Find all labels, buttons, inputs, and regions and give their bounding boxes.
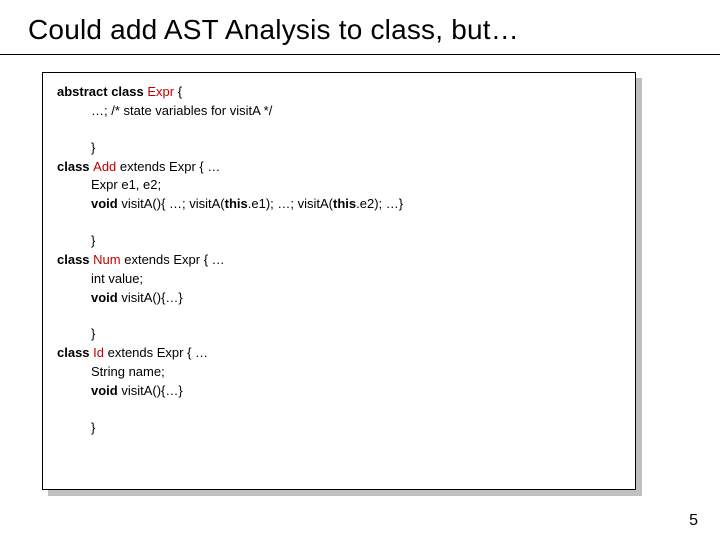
kw-class: class	[57, 159, 93, 174]
title-underline	[0, 54, 720, 55]
kw-this: this	[225, 196, 248, 211]
code-line: …; /* state variables for visitA */	[57, 102, 621, 121]
code-line: void visitA(){ …; visitA(this.e1); …; vi…	[57, 195, 621, 214]
class-num: Num	[93, 252, 120, 267]
class-add: Add	[93, 159, 116, 174]
kw-void: void	[91, 196, 118, 211]
kw-void: void	[91, 290, 118, 305]
code-line: int value;	[57, 270, 621, 289]
kw-class: class	[57, 252, 93, 267]
code-line: }	[57, 232, 621, 251]
kw-void-id: void	[91, 383, 121, 398]
code-line: Expr e1, e2;	[57, 176, 621, 195]
blank-line	[57, 214, 621, 232]
code-line: void visitA(){…}	[57, 289, 621, 308]
code-line: }	[57, 419, 621, 438]
m-c: .e2); …}	[356, 196, 403, 211]
extends: extends Expr { …	[104, 345, 208, 360]
brace: {	[174, 84, 182, 99]
class-id: Id	[93, 345, 104, 360]
code-line: abstract class Expr {	[57, 83, 621, 102]
kw-abstract-class: abstract class	[57, 84, 147, 99]
extends: extends Expr { …	[121, 252, 225, 267]
blank-line	[57, 121, 621, 139]
page-number: 5	[689, 512, 698, 530]
blank-line	[57, 401, 621, 419]
code-line: }	[57, 139, 621, 158]
num-method: visitA(){…}	[118, 290, 183, 305]
code-line: class Add extends Expr { …	[57, 158, 621, 177]
code-line: }	[57, 325, 621, 344]
m-b: .e1); …; visitA(	[248, 196, 333, 211]
code-line: void visitA(){…}	[57, 382, 621, 401]
id-method: visitA(){…}	[121, 383, 182, 398]
code-line: class Id extends Expr { …	[57, 344, 621, 363]
code-box: abstract class Expr { …; /* state variab…	[42, 72, 636, 490]
kw-this: this	[333, 196, 356, 211]
extends: extends Expr { …	[116, 159, 220, 174]
slide: Could add AST Analysis to class, but… ab…	[0, 0, 720, 540]
kw-class: class	[57, 345, 93, 360]
blank-line	[57, 307, 621, 325]
class-expr: Expr	[147, 84, 174, 99]
slide-title: Could add AST Analysis to class, but…	[28, 14, 700, 46]
m-a: visitA(){ …; visitA(	[118, 196, 225, 211]
code-line: String name;	[57, 363, 621, 382]
code-line: class Num extends Expr { …	[57, 251, 621, 270]
